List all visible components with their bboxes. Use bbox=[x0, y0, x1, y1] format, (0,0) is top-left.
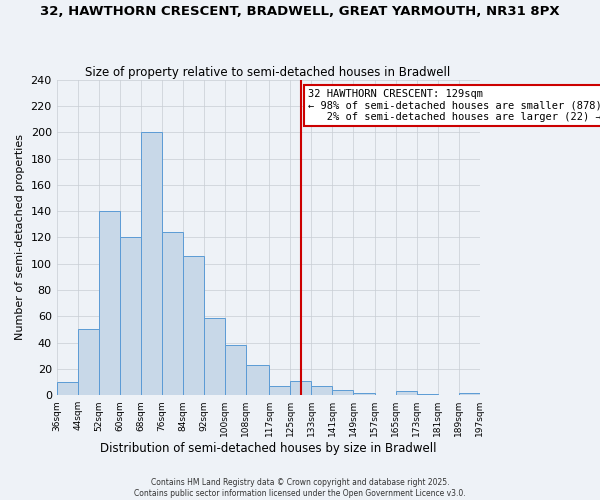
Bar bbox=[120, 238, 141, 395]
Bar bbox=[269, 386, 290, 395]
Bar bbox=[311, 386, 332, 395]
Bar bbox=[290, 380, 311, 395]
Bar bbox=[353, 392, 374, 395]
Title: Size of property relative to semi-detached houses in Bradwell: Size of property relative to semi-detach… bbox=[85, 66, 451, 78]
Bar bbox=[225, 345, 246, 395]
Bar bbox=[77, 330, 98, 395]
Text: 32, HAWTHORN CRESCENT, BRADWELL, GREAT YARMOUTH, NR31 8PX: 32, HAWTHORN CRESCENT, BRADWELL, GREAT Y… bbox=[40, 5, 560, 18]
Y-axis label: Number of semi-detached properties: Number of semi-detached properties bbox=[15, 134, 25, 340]
Bar bbox=[183, 256, 204, 395]
Bar bbox=[56, 382, 77, 395]
Text: Contains HM Land Registry data © Crown copyright and database right 2025.
Contai: Contains HM Land Registry data © Crown c… bbox=[134, 478, 466, 498]
Bar bbox=[98, 211, 120, 395]
Bar bbox=[416, 394, 437, 395]
Bar bbox=[395, 392, 416, 395]
Bar bbox=[458, 392, 479, 395]
Bar bbox=[141, 132, 162, 395]
Text: 32 HAWTHORN CRESCENT: 129sqm
← 98% of semi-detached houses are smaller (878)
   : 32 HAWTHORN CRESCENT: 129sqm ← 98% of se… bbox=[308, 89, 600, 122]
Bar bbox=[246, 365, 269, 395]
Bar bbox=[162, 232, 183, 395]
Bar bbox=[204, 318, 225, 395]
X-axis label: Distribution of semi-detached houses by size in Bradwell: Distribution of semi-detached houses by … bbox=[100, 442, 436, 455]
Bar bbox=[332, 390, 353, 395]
